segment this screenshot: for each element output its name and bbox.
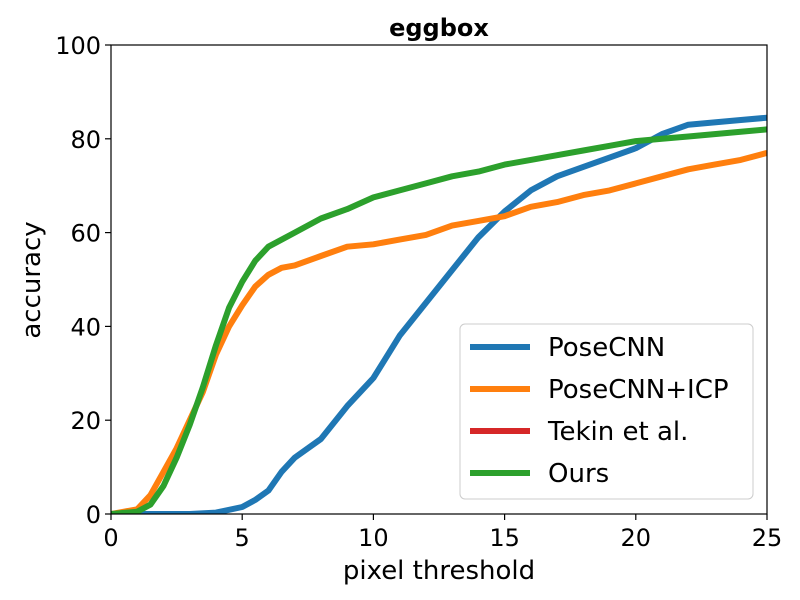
y-tick-label: 40 [70, 313, 101, 341]
y-tick-label: 80 [70, 126, 101, 154]
y-tick-label: 100 [55, 32, 101, 60]
chart-title: eggbox [389, 14, 489, 42]
legend-label: PoseCNN+ICP [548, 375, 729, 405]
y-tick-label: 20 [70, 407, 101, 435]
x-axis-label: pixel threshold [343, 556, 535, 586]
x-tick-label: 15 [489, 524, 520, 552]
x-tick-label: 0 [103, 524, 118, 552]
y-tick-label: 0 [86, 501, 101, 529]
x-tick-label: 20 [621, 524, 652, 552]
plot-frame [110, 44, 768, 515]
x-tick-label: 25 [752, 524, 783, 552]
y-tick-label: 60 [70, 220, 101, 248]
legend-label: PoseCNN [548, 333, 665, 363]
y-axis-label: accuracy [17, 221, 47, 338]
legend-box [459, 323, 754, 500]
legend: PoseCNN PoseCNN+ICP Tekin et al. Ours [459, 323, 754, 500]
x-tick-label: 10 [358, 524, 389, 552]
plot-area: 0 5 10 15 20 25 0 20 40 60 80 100 [55, 32, 782, 552]
x-tick-label: 5 [235, 524, 250, 552]
legend-label: Ours [548, 459, 609, 489]
series-line-ours [111, 126, 767, 514]
legend-label: Tekin et al. [547, 417, 688, 447]
